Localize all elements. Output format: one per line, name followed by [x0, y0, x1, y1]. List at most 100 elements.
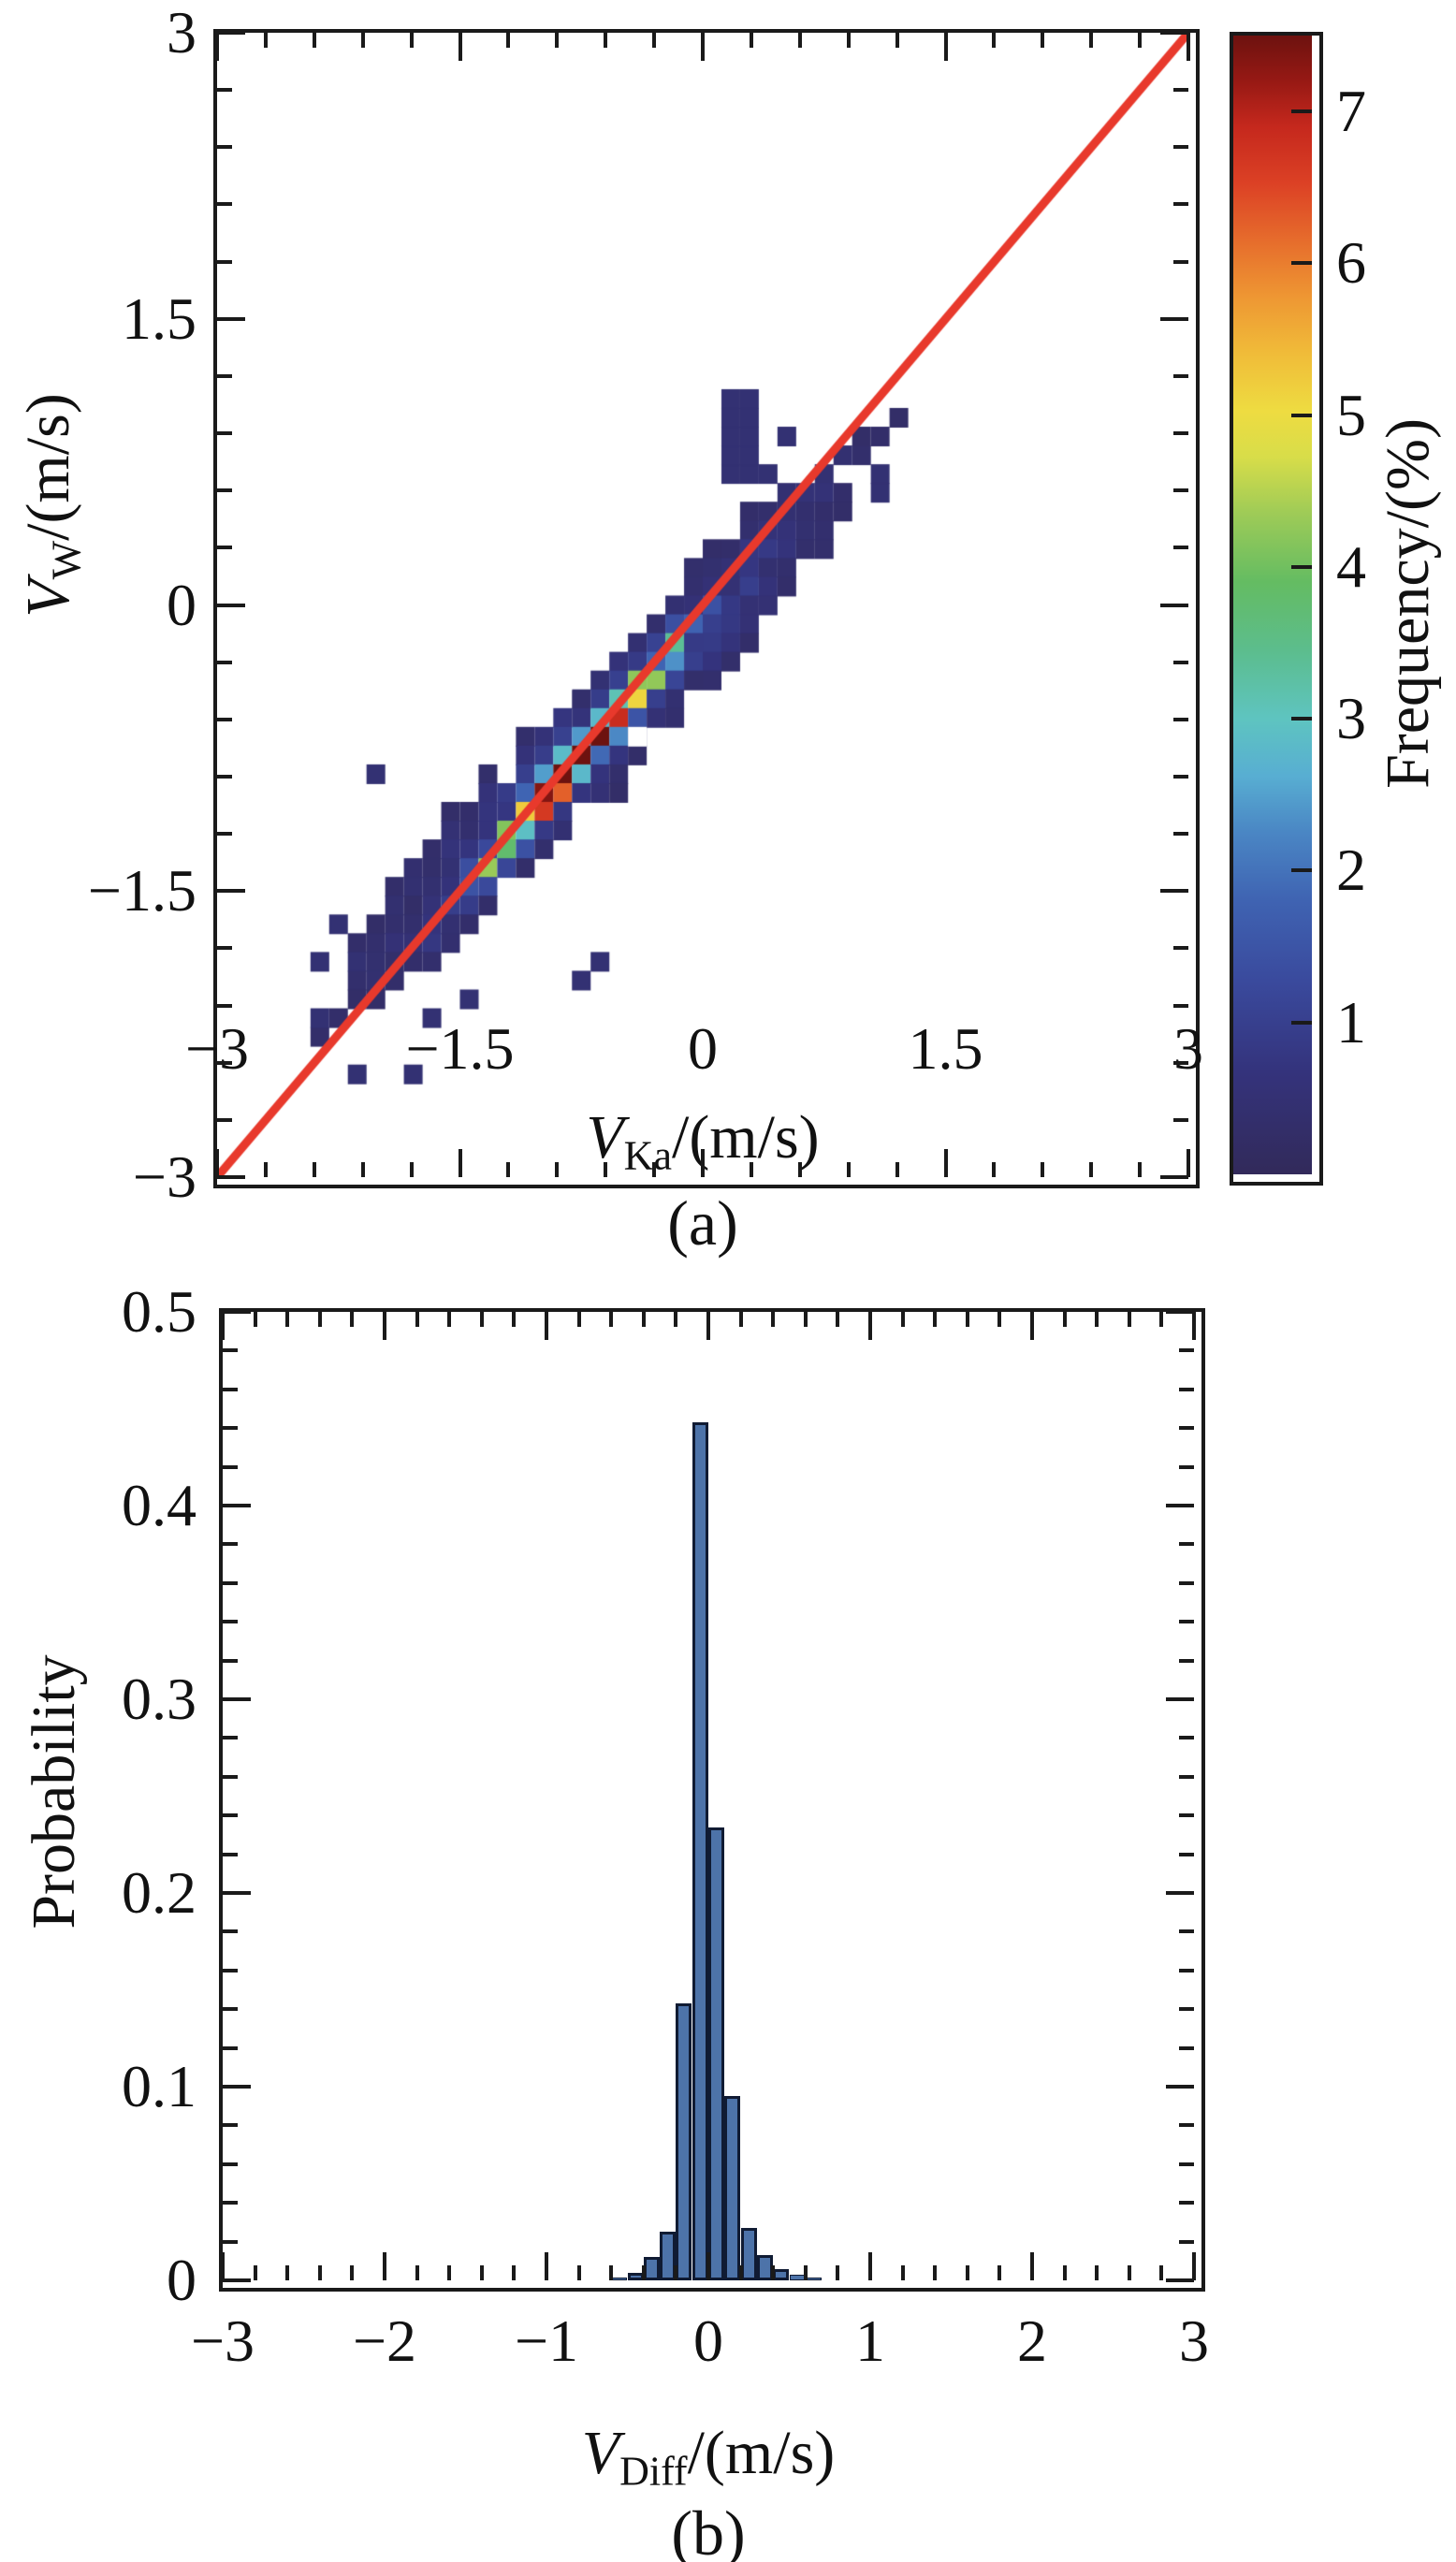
axis-tick: [545, 2252, 548, 2280]
axis-tick: [1159, 1312, 1164, 1327]
colorbar-tick: [1291, 717, 1312, 721]
axis-tick: [447, 2265, 452, 2280]
axis-tick: [652, 1162, 657, 1177]
histogram-bar: [708, 1827, 724, 2280]
axis-tick: [1173, 431, 1188, 436]
axis-tick: [217, 1117, 232, 1122]
axis-tick: [350, 1312, 355, 1327]
axis-tick: [609, 2265, 614, 2280]
axis-tick: [1173, 1117, 1188, 1122]
axis-tick: [1179, 2201, 1194, 2205]
axis-tick: [1179, 1774, 1194, 1779]
panel-a-caption: (a): [667, 1187, 738, 1259]
axis-tick: [1159, 2265, 1164, 2280]
panel-a-y-tick-label: 3: [167, 0, 197, 66]
axis-tick: [223, 1697, 251, 1701]
axis-tick: [409, 33, 414, 48]
axis-tick: [223, 1504, 251, 1507]
axis-tick: [992, 33, 997, 48]
axis-tick: [221, 2252, 225, 2280]
axis-tick: [223, 1736, 238, 1740]
axis-tick: [217, 488, 232, 493]
axis-tick: [1187, 1149, 1190, 1177]
axis-tick: [895, 33, 899, 48]
axis-tick: [1095, 2265, 1099, 2280]
axis-tick: [1179, 2045, 1194, 2050]
axis-tick: [1062, 1312, 1067, 1327]
axis-tick: [383, 2252, 386, 2280]
axis-tick: [1173, 1003, 1188, 1008]
axis-tick: [217, 373, 232, 378]
panel-b-x-axis-title: VDiff/(m/s): [582, 2418, 836, 2492]
axis-tick: [458, 1149, 462, 1177]
axis-tick: [285, 2265, 290, 2280]
axis-tick: [1089, 1162, 1094, 1177]
axis-tick: [217, 660, 232, 664]
panel-a-x-tick-label: −3: [184, 1015, 250, 1082]
panel-a-x-rest: /(m/s): [671, 1103, 820, 1172]
axis-tick: [943, 1149, 948, 1177]
axis-tick: [803, 1312, 808, 1327]
panel-a-x-sub: Ka: [623, 1132, 672, 1179]
axis-tick: [992, 1162, 997, 1177]
axis-tick: [317, 1312, 322, 1327]
axis-tick: [652, 33, 657, 48]
axis-tick: [360, 33, 365, 48]
axis-tick: [1160, 316, 1188, 321]
axis-tick: [223, 1310, 251, 1314]
axis-tick: [749, 33, 753, 48]
axis-tick: [1160, 1175, 1188, 1179]
axis-tick: [1173, 88, 1188, 93]
axis-tick: [223, 2085, 251, 2089]
colorbar-tick: [1291, 413, 1312, 417]
axis-tick: [479, 2265, 484, 2280]
axis-tick: [253, 2265, 257, 2280]
axis-tick: [223, 1387, 238, 1391]
axis-tick: [383, 1312, 386, 1340]
axis-tick: [1173, 774, 1188, 779]
axis-tick: [223, 1426, 238, 1431]
panel-b-y-tick-label: 0: [167, 2247, 197, 2313]
axis-tick: [895, 1162, 899, 1177]
axis-tick: [771, 1312, 776, 1327]
panel-b-x-tick-label: 2: [1017, 2307, 1047, 2374]
axis-tick: [223, 1968, 238, 1972]
axis-tick: [312, 33, 316, 48]
panel-b-x-tick-label: 1: [855, 2307, 885, 2374]
axis-tick: [1179, 1813, 1194, 1818]
axis-tick: [943, 33, 948, 61]
axis-tick: [1179, 1580, 1194, 1585]
axis-tick: [900, 1312, 905, 1327]
axis-tick: [215, 33, 219, 61]
panel-a-y-sub: W: [43, 540, 90, 580]
axis-tick: [1179, 2123, 1194, 2128]
panel-b-x-rest: /(m/s): [687, 2419, 836, 2487]
axis-tick: [738, 1312, 743, 1327]
axis-tick: [221, 1312, 225, 1340]
panel-a-y-tick-label: 1.5: [122, 284, 197, 352]
axis-tick: [223, 1620, 238, 1624]
axis-tick: [223, 2239, 238, 2244]
axis-tick: [1160, 31, 1188, 35]
axis-tick: [965, 2265, 969, 2280]
axis-tick: [997, 2265, 1002, 2280]
axis-tick: [1173, 202, 1188, 207]
axis-tick: [285, 1312, 290, 1327]
colorbar-tick-label: 6: [1336, 229, 1366, 297]
axis-tick: [217, 546, 232, 550]
axis-tick: [1179, 1620, 1194, 1624]
axis-tick: [217, 717, 232, 721]
axis-tick: [900, 2265, 905, 2280]
axis-tick: [1166, 1310, 1194, 1314]
panel-a-y-tick-label: −1.5: [87, 857, 197, 924]
panel-a-y-tick-label: −3: [132, 1143, 197, 1210]
axis-tick: [1179, 1658, 1194, 1663]
colorbar-tick-label: 1: [1336, 988, 1366, 1055]
panel-b-x-tick-label: −3: [190, 2307, 255, 2374]
panel-a-x-axis-title: VKa/(m/s): [586, 1102, 820, 1176]
axis-tick: [217, 259, 232, 264]
axis-tick: [604, 1162, 608, 1177]
axis-tick: [1041, 33, 1045, 48]
axis-tick: [1179, 2162, 1194, 2166]
axis-tick: [1173, 832, 1188, 837]
